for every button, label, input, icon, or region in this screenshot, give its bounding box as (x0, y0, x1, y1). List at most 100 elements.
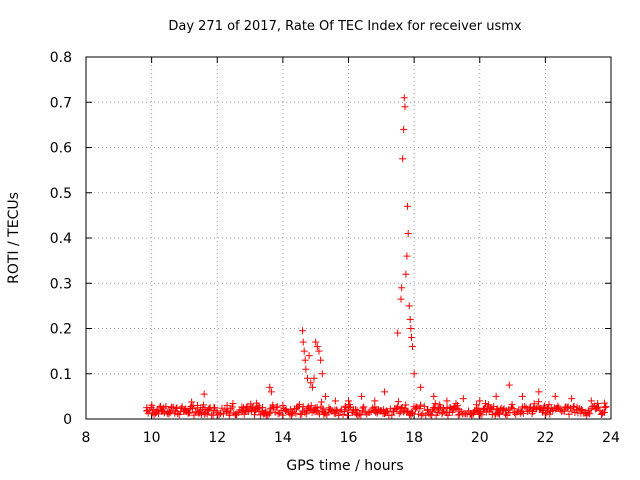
baseline-point (420, 402, 428, 410)
baseline-point (199, 401, 207, 409)
data-point (358, 392, 366, 400)
baseline-point (353, 406, 361, 414)
data-point (406, 315, 414, 323)
baseline-point (424, 406, 432, 414)
baseline-point (166, 408, 174, 416)
baseline-point (417, 401, 425, 409)
baseline-point (521, 403, 529, 411)
baseline-point (431, 400, 439, 408)
data-point (322, 392, 330, 400)
baseline-point (279, 411, 287, 419)
baseline-point (535, 405, 543, 413)
tick-labels: 8 10 12 14 16 18 20 22 24 0 0.1 0.2 0.3 0.4 0.5 0.6 0.7 0… (50, 50, 620, 446)
data-point (154, 406, 162, 414)
data-point (518, 392, 526, 400)
baseline-point (474, 404, 482, 412)
baseline-point (486, 404, 494, 412)
baseline-point (363, 410, 371, 418)
baseline-point (345, 404, 353, 412)
data-point (345, 397, 352, 405)
baseline-point (439, 404, 447, 412)
baseline-point (282, 406, 289, 414)
baseline-point (408, 409, 416, 417)
baseline-point (338, 406, 346, 414)
data-point (399, 155, 407, 163)
baseline-point (215, 411, 223, 419)
baseline-point (188, 398, 196, 406)
data-point (279, 401, 287, 409)
data-point (551, 392, 559, 400)
data-point (394, 329, 402, 337)
data-point (535, 388, 543, 396)
baseline-point (289, 408, 297, 416)
baseline-point (431, 403, 439, 411)
baseline-point (321, 409, 329, 417)
baseline-point (566, 404, 574, 412)
baseline-point (419, 410, 427, 418)
baseline-point (175, 411, 183, 419)
data-point (303, 374, 311, 382)
data-point (266, 383, 274, 391)
data-point (308, 383, 316, 391)
baseline-point (228, 403, 236, 411)
baseline-point (545, 401, 553, 409)
baseline-point (248, 403, 256, 411)
data-point (407, 325, 415, 332)
chart-title: Day 271 of 2017, Rate Of TEC Index for r… (168, 19, 522, 34)
data-point (410, 370, 418, 378)
baseline-point (360, 403, 368, 411)
data-point (310, 374, 318, 382)
baseline-point (600, 408, 608, 416)
baseline-point (366, 408, 374, 416)
baseline-point (302, 410, 310, 418)
data-point (402, 270, 410, 278)
y-tick-label: 0.8 (50, 50, 72, 66)
baseline-point (412, 403, 420, 411)
baseline-point (274, 410, 282, 418)
data-point (408, 334, 415, 342)
baseline-point (438, 410, 446, 418)
baseline-point (344, 411, 352, 419)
baseline-point (473, 401, 481, 409)
baseline-point (186, 409, 194, 417)
baseline-point (318, 398, 326, 406)
data-point (401, 103, 409, 111)
data-point (405, 302, 413, 310)
baseline-point (217, 409, 225, 417)
baseline-point (448, 408, 456, 416)
y-tick-label: 0.1 (50, 367, 72, 383)
baseline-point (535, 398, 543, 406)
baseline-point (568, 407, 576, 415)
baseline-point (341, 407, 349, 415)
baseline-point (496, 410, 504, 418)
x-tick-label: 12 (208, 430, 226, 446)
data-point (404, 229, 412, 237)
data-point (600, 399, 608, 407)
data-point (505, 381, 513, 389)
baseline-point (209, 411, 217, 419)
data-point (587, 397, 595, 405)
baseline-point (539, 406, 547, 414)
data-point (430, 392, 438, 400)
baseline-point (437, 403, 445, 411)
baseline-point (352, 405, 360, 413)
baseline-point (527, 403, 535, 411)
baseline-point (357, 411, 365, 419)
data-point (317, 356, 325, 364)
data-point (404, 202, 412, 210)
y-tick-label: 0.3 (50, 276, 72, 292)
baseline-point (188, 405, 196, 413)
x-tick-label: 16 (340, 430, 358, 446)
x-axis-label: GPS time / hours (286, 458, 403, 474)
baseline-point (413, 404, 421, 412)
baseline-point (335, 411, 343, 419)
data-point (397, 295, 405, 303)
baseline-point (149, 405, 157, 413)
baseline-point (249, 404, 257, 412)
baseline-point (339, 411, 347, 419)
baseline-point (273, 403, 281, 411)
baseline-point (383, 408, 391, 416)
baseline-point (401, 404, 409, 412)
data-point (331, 397, 339, 405)
data-point (403, 252, 411, 260)
